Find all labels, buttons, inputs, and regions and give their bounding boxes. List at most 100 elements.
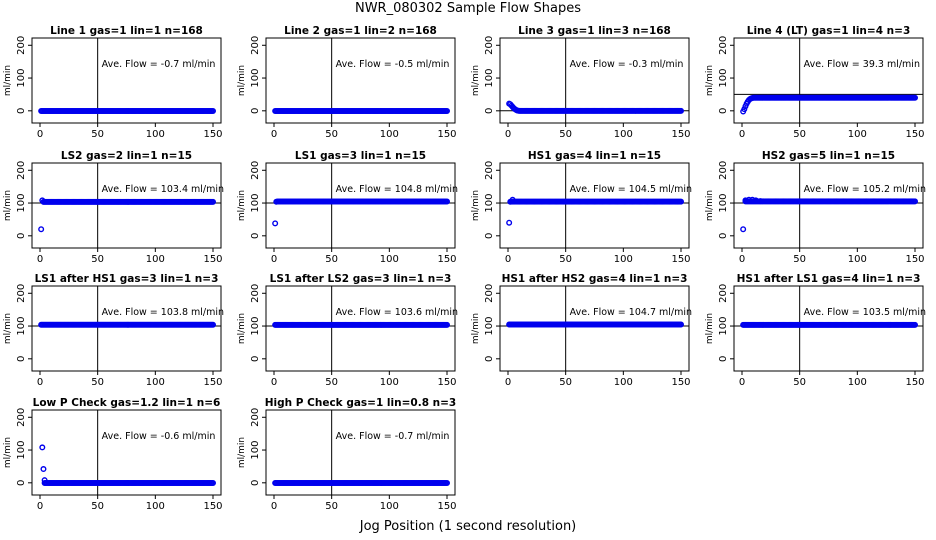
panel-3-point (678, 107, 685, 114)
panel-1-title: Line 1 gas=1 lin=1 n=168 (50, 25, 203, 37)
panel-7-point (678, 198, 685, 205)
panel-9-frame (31, 285, 222, 372)
panel-6-point (272, 220, 279, 227)
panel-10-ytick-label: 200 (250, 284, 261, 303)
panel-11-xtick-label: 50 (559, 377, 572, 388)
panel-6-ytick-label: 100 (250, 193, 261, 212)
panel-6-point (444, 198, 451, 205)
panel-11-xtick-label: 150 (671, 377, 690, 388)
panel-9-ylabel: ml/min (3, 313, 13, 344)
panel-3-ytick-label: 0 (484, 108, 495, 114)
panel-5-title: LS2 gas=2 lin=1 n=15 (61, 150, 192, 162)
panel-9-annotation: Ave. Flow = 103.8 ml/min (102, 307, 224, 318)
panel-8-point (742, 197, 749, 204)
panel-8-point (749, 196, 756, 203)
panel-2-xtick-label: 150 (437, 129, 456, 140)
panel-7-xtick-label: 0 (505, 254, 511, 265)
panel-14-ytick-label: 100 (250, 440, 261, 459)
panel-11-ytick-label: 200 (484, 284, 495, 303)
panel-1-annotation: Ave. Flow = -0.7 ml/min (102, 59, 216, 70)
panel-4-point (912, 94, 919, 101)
panel-6-title: LS1 gas=3 lin=1 n=15 (295, 150, 426, 162)
panel-8-annotation: Ave. Flow = 105.2 ml/min (804, 184, 926, 195)
panel-13-xtick-label: 50 (91, 501, 104, 512)
panel-4-point (741, 106, 748, 113)
panel-3-point (515, 107, 522, 114)
panel-9-ytick-label: 200 (16, 284, 27, 303)
panel-10-xtick-label: 150 (437, 377, 456, 388)
panel-7-ytick-label: 200 (484, 161, 495, 180)
panel-9-ytick-label: 0 (16, 356, 27, 362)
panel-3-frame (499, 37, 690, 124)
panel-6-xtick-label: 0 (271, 254, 277, 265)
panel-7-xtick-label: 150 (671, 254, 690, 265)
panel-6-frame (265, 162, 456, 249)
panel-12-xtick-label: 0 (739, 377, 745, 388)
panel-5-point (38, 226, 45, 233)
panel-4-ylabel: ml/min (705, 65, 715, 96)
panel-1-frame (31, 37, 222, 124)
panel-13-ylabel: ml/min (3, 437, 13, 468)
panel-7-title: HS1 gas=4 lin=1 n=15 (528, 150, 661, 162)
panel-7-point (509, 196, 516, 203)
panel-8-point (745, 196, 752, 203)
panel-6-ylabel: ml/min (237, 190, 247, 221)
panel-5-point (39, 197, 46, 204)
panel-5-frame (31, 162, 222, 249)
panel-8-xtick-label: 100 (848, 254, 867, 265)
panel-13-xtick-label: 100 (146, 501, 165, 512)
panel-1-ytick-label: 200 (16, 36, 27, 55)
panel-9-xtick-label: 0 (37, 377, 43, 388)
panel-10-title: LS1 after LS2 gas=3 lin=1 n=3 (270, 273, 452, 285)
panel-9-ytick-label: 100 (16, 316, 27, 335)
panel-6-xtick-label: 150 (437, 254, 456, 265)
panel-14-ytick-label: 0 (250, 480, 261, 486)
panel-13-ytick-label: 100 (16, 440, 27, 459)
panel-4-ytick-label: 200 (718, 36, 729, 55)
panel-4-title: Line 4 (LT) gas=1 lin=4 n=3 (747, 25, 911, 37)
panel-3-ytick-label: 200 (484, 36, 495, 55)
panel-8-ytick-label: 0 (718, 233, 729, 239)
panel-4-frame (733, 37, 924, 124)
panel-13-xtick-label: 0 (37, 501, 43, 512)
panel-14-xtick-label: 100 (380, 501, 399, 512)
figure-x-label: Jog Position (1 second resolution) (359, 519, 577, 534)
panel-7-xtick-label: 100 (614, 254, 633, 265)
panel-6-xtick-label: 50 (325, 254, 338, 265)
panel-1-xtick-label: 50 (91, 129, 104, 140)
panel-2-point (444, 107, 451, 114)
panel-3-xtick-label: 0 (505, 129, 511, 140)
panel-5-xtick-label: 100 (146, 254, 165, 265)
panel-12-point (912, 321, 919, 328)
panel-6-ytick-label: 0 (250, 233, 261, 239)
panel-4-point (749, 95, 756, 102)
panel-11-title: HS1 after HS2 gas=4 lin=1 n=3 (502, 273, 688, 285)
panel-9-title: LS1 after HS1 gas=3 lin=1 n=3 (35, 273, 219, 285)
panel-1-xtick-label: 100 (146, 129, 165, 140)
panel-14-ytick-label: 200 (250, 408, 261, 427)
panel-11-ytick-label: 0 (484, 356, 495, 362)
panel-13-xtick-label: 150 (203, 501, 222, 512)
panel-10-ytick-label: 0 (250, 356, 261, 362)
panel-11-ytick-label: 100 (484, 316, 495, 335)
panel-3-xtick-label: 150 (671, 129, 690, 140)
panel-1-xtick-label: 0 (37, 129, 43, 140)
panel-8-xtick-label: 0 (739, 254, 745, 265)
panel-2-ytick-label: 100 (250, 68, 261, 87)
panel-13-point (209, 480, 216, 487)
panel-14-xtick-label: 150 (437, 501, 456, 512)
panel-10-ytick-label: 100 (250, 316, 261, 335)
panel-7-xtick-label: 50 (559, 254, 572, 265)
panel-7-point (506, 219, 513, 226)
panel-12-ytick-label: 100 (718, 316, 729, 335)
panel-7-frame (499, 162, 690, 249)
panel-8-point (740, 226, 747, 233)
panel-3-ytick-label: 100 (484, 68, 495, 87)
panel-12-annotation: Ave. Flow = 103.5 ml/min (804, 307, 926, 318)
panel-1-ylabel: ml/min (3, 65, 13, 96)
panel-8-ylabel: ml/min (705, 190, 715, 221)
panel-2-title: Line 2 gas=1 lin=2 n=168 (284, 25, 437, 37)
panel-13-point (40, 466, 47, 473)
panel-12-ytick-label: 0 (718, 356, 729, 362)
